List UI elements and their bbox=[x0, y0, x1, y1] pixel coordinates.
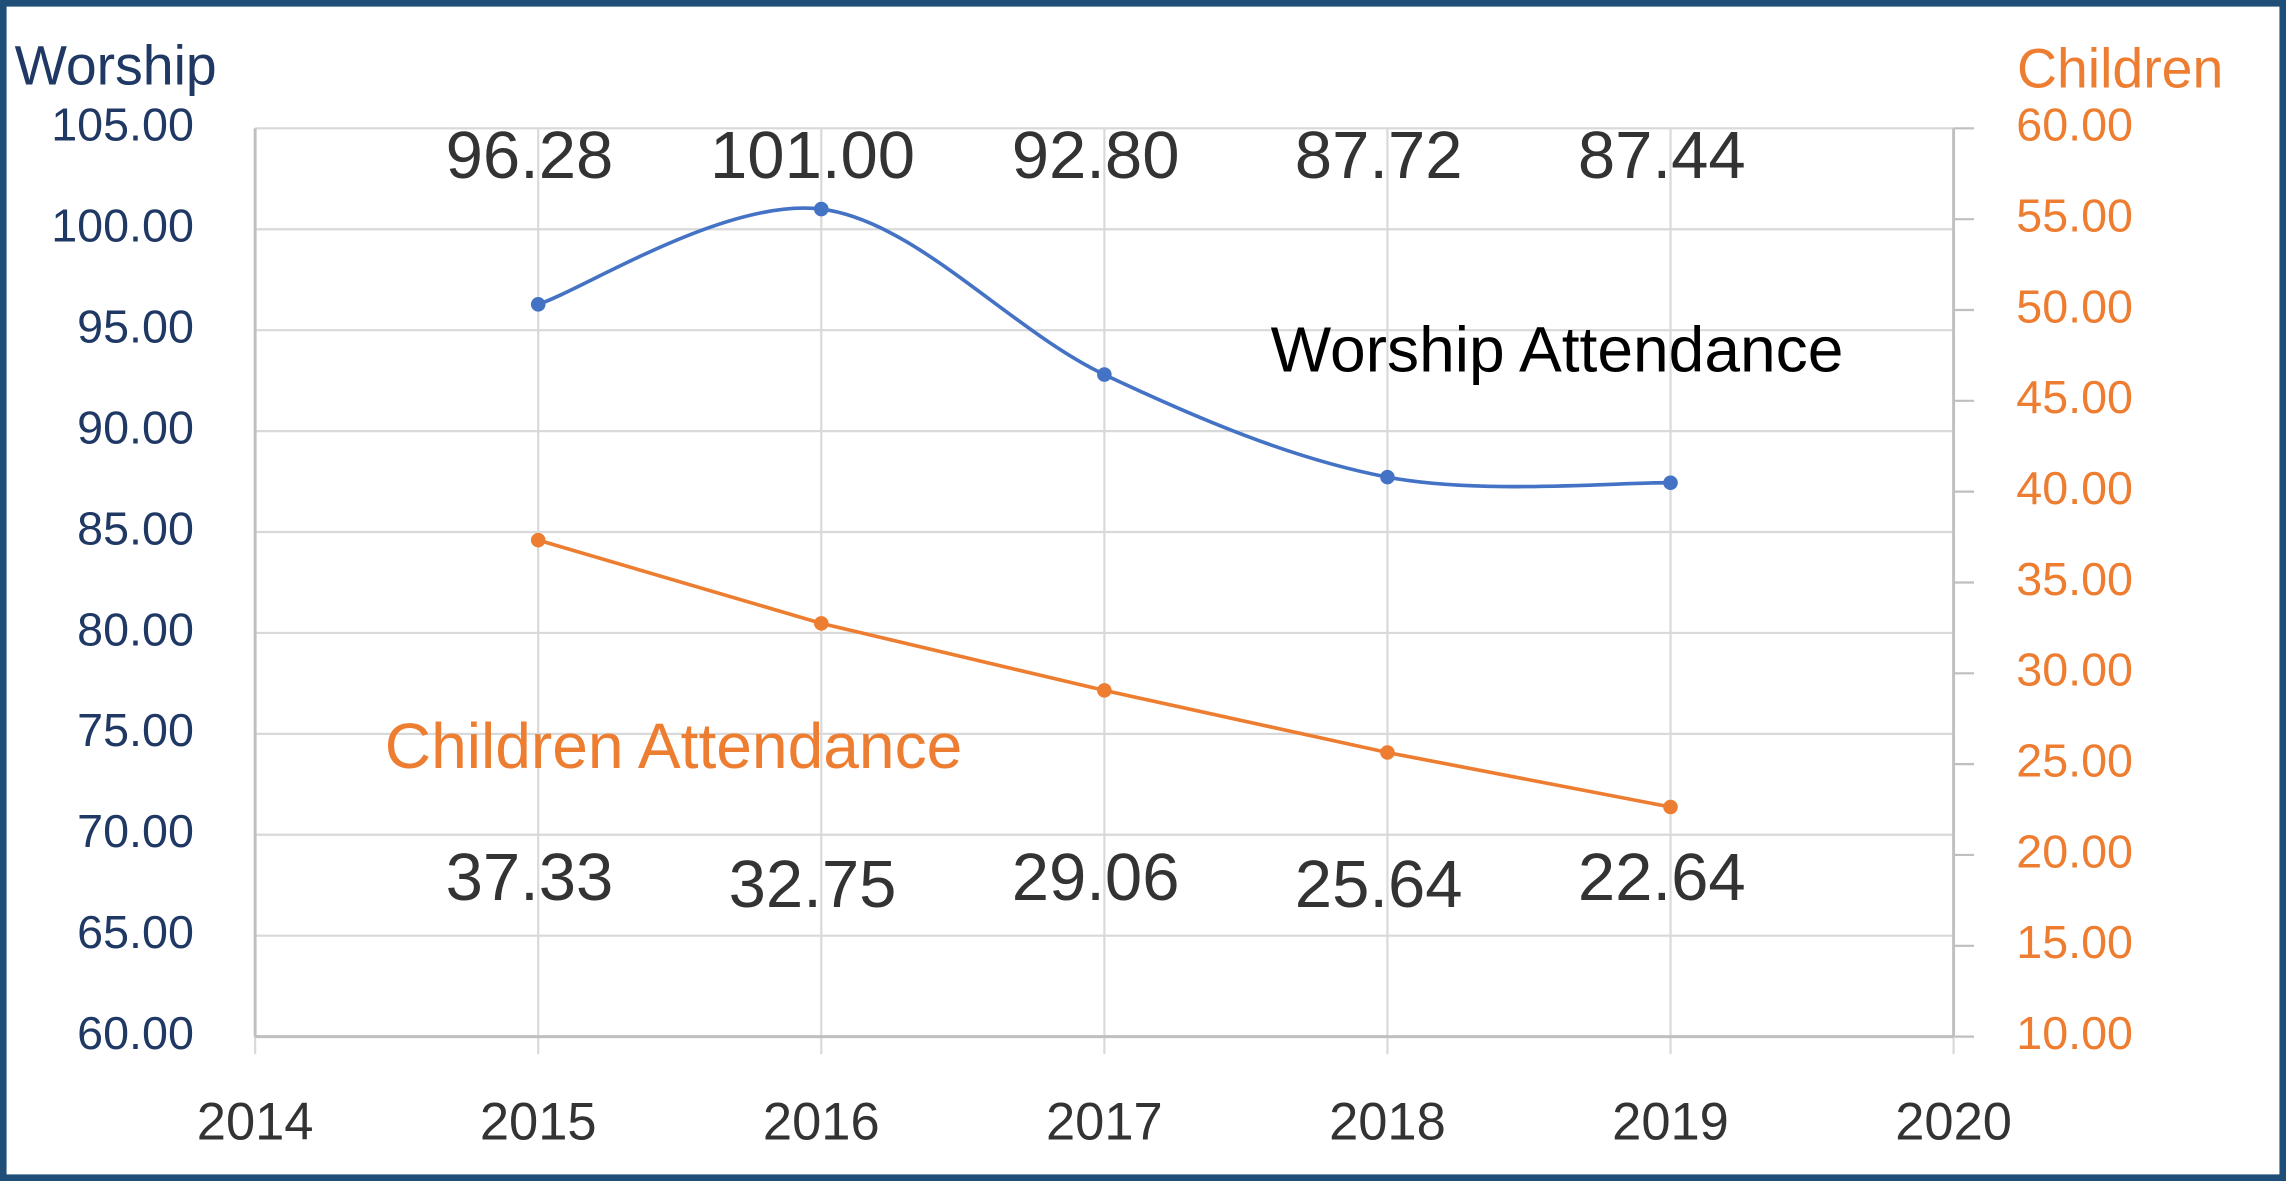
y2-tick-label: 20.00 bbox=[2016, 825, 2133, 877]
y-tick-label: 75.00 bbox=[77, 704, 194, 756]
x-tick-label: 2020 bbox=[1895, 1092, 2012, 1151]
data-label: 25.64 bbox=[1295, 847, 1463, 922]
data-label: 29.06 bbox=[1012, 840, 1180, 915]
data-label: 37.33 bbox=[446, 840, 614, 915]
x-tick-label: 2016 bbox=[763, 1092, 880, 1151]
y2-tick-label: 40.00 bbox=[2016, 462, 2133, 514]
y2-axis-title: Children bbox=[2017, 38, 2223, 100]
data-label: 22.64 bbox=[1578, 840, 1746, 915]
y2-tick-label: 45.00 bbox=[2016, 371, 2133, 423]
y-tick-label: 80.00 bbox=[77, 603, 194, 655]
data-point bbox=[1380, 745, 1395, 760]
series-name: Children Attendance bbox=[385, 710, 963, 782]
y-tick-label: 70.00 bbox=[77, 805, 194, 857]
data-label: 101.00 bbox=[710, 118, 915, 193]
y2-tick-label: 50.00 bbox=[2016, 280, 2133, 332]
y2-tick-label: 15.00 bbox=[2016, 916, 2133, 968]
y-tick-label: 60.00 bbox=[77, 1007, 194, 1059]
x-tick-label: 2014 bbox=[197, 1092, 314, 1151]
y-axis-title: Worship bbox=[15, 35, 217, 97]
y-tick-label: 105.00 bbox=[51, 99, 194, 151]
y2-tick-label: 55.00 bbox=[2016, 189, 2133, 241]
y2-tick-label: 35.00 bbox=[2016, 553, 2133, 605]
x-tick-label: 2017 bbox=[1046, 1092, 1163, 1151]
data-point bbox=[530, 297, 546, 312]
x-tick-label: 2018 bbox=[1329, 1092, 1446, 1151]
data-point bbox=[1380, 469, 1395, 485]
series-name: Worship Attendance bbox=[1271, 313, 1844, 385]
y2-tick-label: 25.00 bbox=[2016, 734, 2133, 786]
data-label: 92.80 bbox=[1012, 118, 1180, 193]
y-tick-label: 100.00 bbox=[51, 200, 194, 252]
y-tick-label: 90.00 bbox=[77, 401, 194, 453]
x-tick-label: 2019 bbox=[1612, 1092, 1729, 1151]
data-point bbox=[813, 201, 829, 217]
y2-tick-label: 60.00 bbox=[2016, 99, 2133, 151]
data-point bbox=[1097, 367, 1112, 382]
data-label: 32.75 bbox=[729, 847, 897, 922]
y-tick-label: 85.00 bbox=[77, 502, 194, 554]
y2-tick-label: 30.00 bbox=[2016, 644, 2133, 696]
data-label: 87.44 bbox=[1578, 118, 1746, 193]
x-tick-label: 2015 bbox=[480, 1092, 597, 1151]
y2-tick-label: 10.00 bbox=[2016, 1007, 2133, 1059]
y-tick-label: 95.00 bbox=[77, 301, 194, 353]
data-label: 87.72 bbox=[1295, 118, 1463, 193]
data-point bbox=[1097, 683, 1112, 698]
data-point bbox=[813, 616, 829, 631]
data-point bbox=[1663, 799, 1678, 815]
data-label: 96.28 bbox=[446, 118, 614, 193]
y-tick-label: 65.00 bbox=[77, 906, 194, 958]
data-point bbox=[1663, 475, 1678, 491]
data-point bbox=[530, 532, 546, 548]
